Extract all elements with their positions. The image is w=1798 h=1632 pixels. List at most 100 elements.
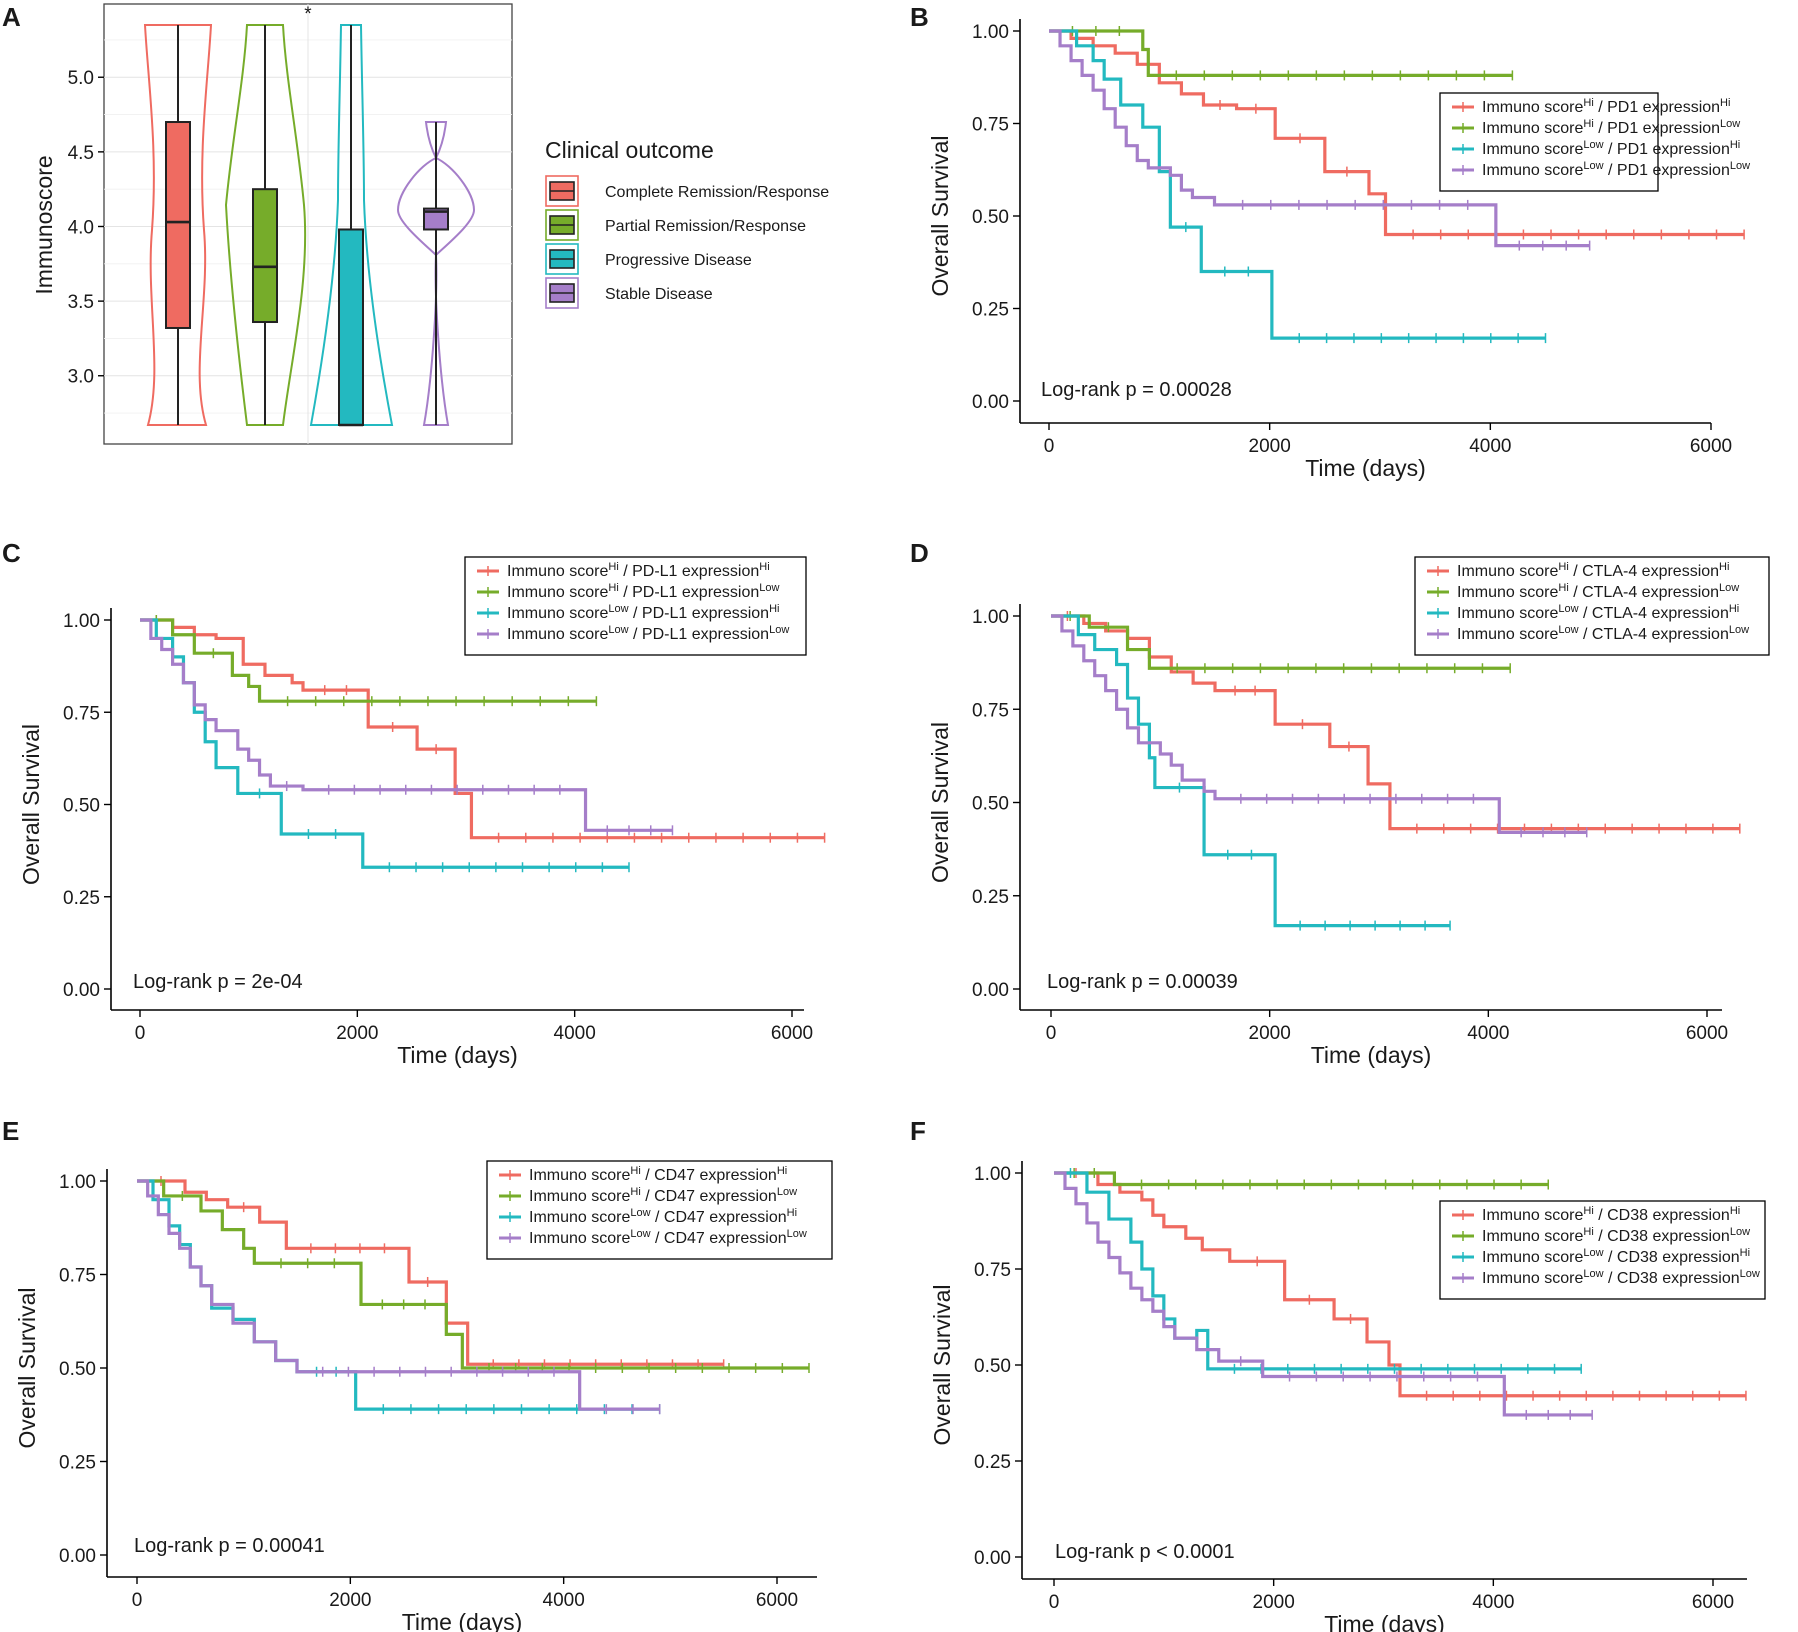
km-curve-0 xyxy=(1051,614,1740,831)
box-3 xyxy=(423,207,449,231)
legend-key-frame-a xyxy=(545,277,579,309)
x-tick-label: 4000 xyxy=(1467,1023,1509,1044)
legend-text-part: Immuno score xyxy=(529,1167,630,1184)
legend-superscript: Hi xyxy=(1583,118,1593,130)
y-tick-label: 1.00 xyxy=(972,607,1009,628)
panel-letter-d: D xyxy=(910,538,929,568)
violin-2 xyxy=(309,24,394,426)
legend-text-part: / PD1 expression xyxy=(1604,141,1730,158)
x-tick-label: 0 xyxy=(132,1590,143,1611)
legend-label: Immuno scoreHi / CD38 expressionHi xyxy=(1482,1205,1740,1224)
y-tick-label: 0.50 xyxy=(972,794,1009,815)
legend-superscript: Low xyxy=(1720,118,1740,130)
legend-label: Immuno scoreHi / PD-L1 expressionLow xyxy=(507,582,780,601)
legend-superscript: Hi xyxy=(1720,97,1730,109)
legend-box xyxy=(464,556,807,656)
legend-text-part: Immuno score xyxy=(1457,605,1558,622)
legend-superscript: Low xyxy=(1719,582,1739,594)
legend-superscript: Low xyxy=(777,1186,797,1198)
km-curve-1 xyxy=(1054,1171,1549,1187)
legend-label: Immuno scoreLow / CTLA-4 expressionLow xyxy=(1457,624,1749,643)
legend-superscript: Low xyxy=(759,582,779,594)
legend-label-a: Complete Remission/Response xyxy=(605,184,829,201)
legend-key-frame-a xyxy=(545,209,579,241)
km-curve-2 xyxy=(1051,614,1451,928)
y-tick-label: 0.25 xyxy=(63,888,100,909)
legend-superscript: Low xyxy=(1583,139,1603,151)
legend-label: Immuno scoreHi / CTLA-4 expressionHi xyxy=(1457,561,1729,580)
legend-text-part: Immuno score xyxy=(1482,1207,1583,1224)
x-tick-label: 4000 xyxy=(1472,1592,1514,1613)
legend-text-part: Immuno score xyxy=(529,1209,630,1226)
x-tick-label: 2000 xyxy=(329,1590,371,1611)
km-curve-3 xyxy=(1051,614,1587,834)
y-tick-label: 1.00 xyxy=(972,22,1009,43)
km-curve-2 xyxy=(140,618,629,869)
x-axis-title: Time (days) xyxy=(1324,1611,1445,1632)
x-axis-title: Time (days) xyxy=(402,1609,523,1632)
y-tick-label: 0.00 xyxy=(972,392,1009,413)
legend-label: Immuno scoreHi / CTLA-4 expressionLow xyxy=(1457,582,1739,601)
panel-letter-f: F xyxy=(910,1116,926,1146)
legend-text-part: / CTLA-4 expression xyxy=(1569,563,1719,580)
legend-superscript: Low xyxy=(1558,624,1578,636)
legend-text-part: Immuno score xyxy=(1482,1228,1583,1245)
legend-superscript: Hi xyxy=(759,561,769,573)
legend-superscript: Low xyxy=(1729,624,1749,636)
legend-text-part: / PD-L1 expression xyxy=(619,563,760,580)
violin-0 xyxy=(143,24,213,426)
legend-superscript: Low xyxy=(1558,603,1578,615)
legend-label: Immuno scoreLow / CD38 expressionHi xyxy=(1482,1247,1750,1266)
legend-label: Immuno scoreLow / PD-L1 expressionLow xyxy=(507,624,789,643)
y-tick-label: 0.75 xyxy=(974,1260,1011,1281)
legend-label: Immuno scoreHi / CD47 expressionLow xyxy=(529,1186,797,1205)
y-tick-label-a: 3.0 xyxy=(68,367,94,388)
km-curve-1 xyxy=(1051,614,1511,670)
legend-superscript: Low xyxy=(608,603,628,615)
legend-text-part: / CD47 expression xyxy=(651,1209,787,1226)
legend-text-part: Immuno score xyxy=(1482,99,1583,116)
y-tick-label: 0.25 xyxy=(972,887,1009,908)
y-tick-label-a: 3.5 xyxy=(68,292,94,313)
y-tick-label: 0.25 xyxy=(974,1452,1011,1473)
y-tick-label: 0.00 xyxy=(974,1548,1011,1569)
x-tick-label: 2000 xyxy=(1253,1592,1295,1613)
violin-3 xyxy=(396,121,476,426)
x-tick-label: 4000 xyxy=(543,1590,585,1611)
legend-text-part: Immuno score xyxy=(1457,563,1558,580)
violin-1 xyxy=(224,24,307,426)
x-tick-label: 2000 xyxy=(1249,1023,1291,1044)
significance-annotation: * xyxy=(304,4,312,25)
legend-text-part: / PD-L1 expression xyxy=(619,584,760,601)
legend-superscript: Low xyxy=(608,624,628,636)
y-tick-label: 0.75 xyxy=(972,115,1009,136)
km-curve-3 xyxy=(1049,29,1590,248)
legend-text-part: Immuno score xyxy=(1457,626,1558,643)
legend-superscript: Low xyxy=(1583,1268,1603,1280)
panel-a: A 3.0 3.5 4.0 4.5 5.0 Immunoscore * Clinical out… xyxy=(2,2,829,445)
legend-key-frame-a xyxy=(545,175,579,207)
panel-letter-b: B xyxy=(910,2,929,32)
y-tick-label: 1.00 xyxy=(59,1172,96,1193)
legend-superscript: Hi xyxy=(1558,561,1568,573)
y-axis-title: Overall Survival xyxy=(927,135,953,296)
km-curve-3 xyxy=(1054,1171,1593,1417)
legend-text-part: Immuno score xyxy=(1482,141,1583,158)
legend-text-part: Immuno score xyxy=(507,563,608,580)
legend-text-part: / CTLA-4 expression xyxy=(1569,584,1719,601)
legend-superscript: Low xyxy=(1730,160,1750,172)
legend-superscript: Hi xyxy=(1583,1226,1593,1238)
legend-text-part: Immuno score xyxy=(1482,1249,1583,1266)
y-tick-label-a: 5.0 xyxy=(68,68,94,89)
km-curve-0 xyxy=(137,1179,724,1366)
log-rank-pvalue: Log-rank p = 0.00039 xyxy=(1047,971,1238,993)
x-tick-label: 4000 xyxy=(1469,436,1511,457)
legend-label: Immuno scoreHi / CD47 expressionHi xyxy=(529,1165,787,1184)
legend-title-a: Clinical outcome xyxy=(545,137,714,163)
x-tick-label: 0 xyxy=(135,1023,146,1044)
legend-text-part: / CD38 expression xyxy=(1594,1228,1730,1245)
legend-box xyxy=(486,1160,833,1260)
y-tick-label: 0.75 xyxy=(59,1266,96,1287)
legend-label: Immuno scoreLow / PD1 expressionLow xyxy=(1482,160,1750,179)
